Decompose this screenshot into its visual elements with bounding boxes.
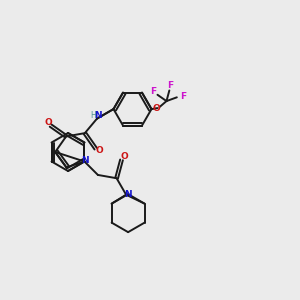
Text: N: N [94, 111, 102, 120]
Text: O: O [45, 118, 52, 127]
Text: O: O [153, 103, 160, 112]
Text: N: N [81, 156, 88, 165]
Text: F: F [150, 87, 156, 96]
Text: O: O [96, 146, 104, 155]
Text: F: F [167, 81, 173, 90]
Text: F: F [180, 92, 186, 101]
Text: N: N [124, 190, 132, 199]
Text: O: O [121, 152, 128, 161]
Text: H: H [90, 111, 96, 120]
